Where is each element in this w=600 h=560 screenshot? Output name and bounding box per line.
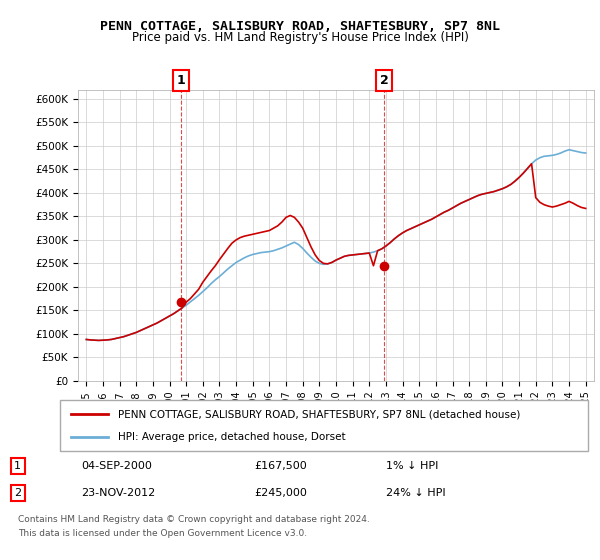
Text: 2: 2: [380, 74, 389, 87]
Text: PENN COTTAGE, SALISBURY ROAD, SHAFTESBURY, SP7 8NL: PENN COTTAGE, SALISBURY ROAD, SHAFTESBUR…: [100, 20, 500, 32]
FancyBboxPatch shape: [60, 400, 588, 451]
Text: HPI: Average price, detached house, Dorset: HPI: Average price, detached house, Dors…: [118, 432, 346, 442]
Text: This data is licensed under the Open Government Licence v3.0.: This data is licensed under the Open Gov…: [18, 529, 307, 538]
Text: 2: 2: [14, 488, 22, 498]
Text: 1% ↓ HPI: 1% ↓ HPI: [386, 461, 439, 471]
Text: 1: 1: [176, 74, 185, 87]
Text: £245,000: £245,000: [254, 488, 307, 498]
Text: Price paid vs. HM Land Registry's House Price Index (HPI): Price paid vs. HM Land Registry's House …: [131, 31, 469, 44]
Text: 04-SEP-2000: 04-SEP-2000: [81, 461, 152, 471]
Text: Contains HM Land Registry data © Crown copyright and database right 2024.: Contains HM Land Registry data © Crown c…: [18, 515, 370, 524]
Text: £167,500: £167,500: [254, 461, 307, 471]
Text: PENN COTTAGE, SALISBURY ROAD, SHAFTESBURY, SP7 8NL (detached house): PENN COTTAGE, SALISBURY ROAD, SHAFTESBUR…: [118, 409, 520, 419]
Text: 24% ↓ HPI: 24% ↓ HPI: [386, 488, 446, 498]
Text: 1: 1: [14, 461, 21, 471]
Text: 23-NOV-2012: 23-NOV-2012: [81, 488, 155, 498]
